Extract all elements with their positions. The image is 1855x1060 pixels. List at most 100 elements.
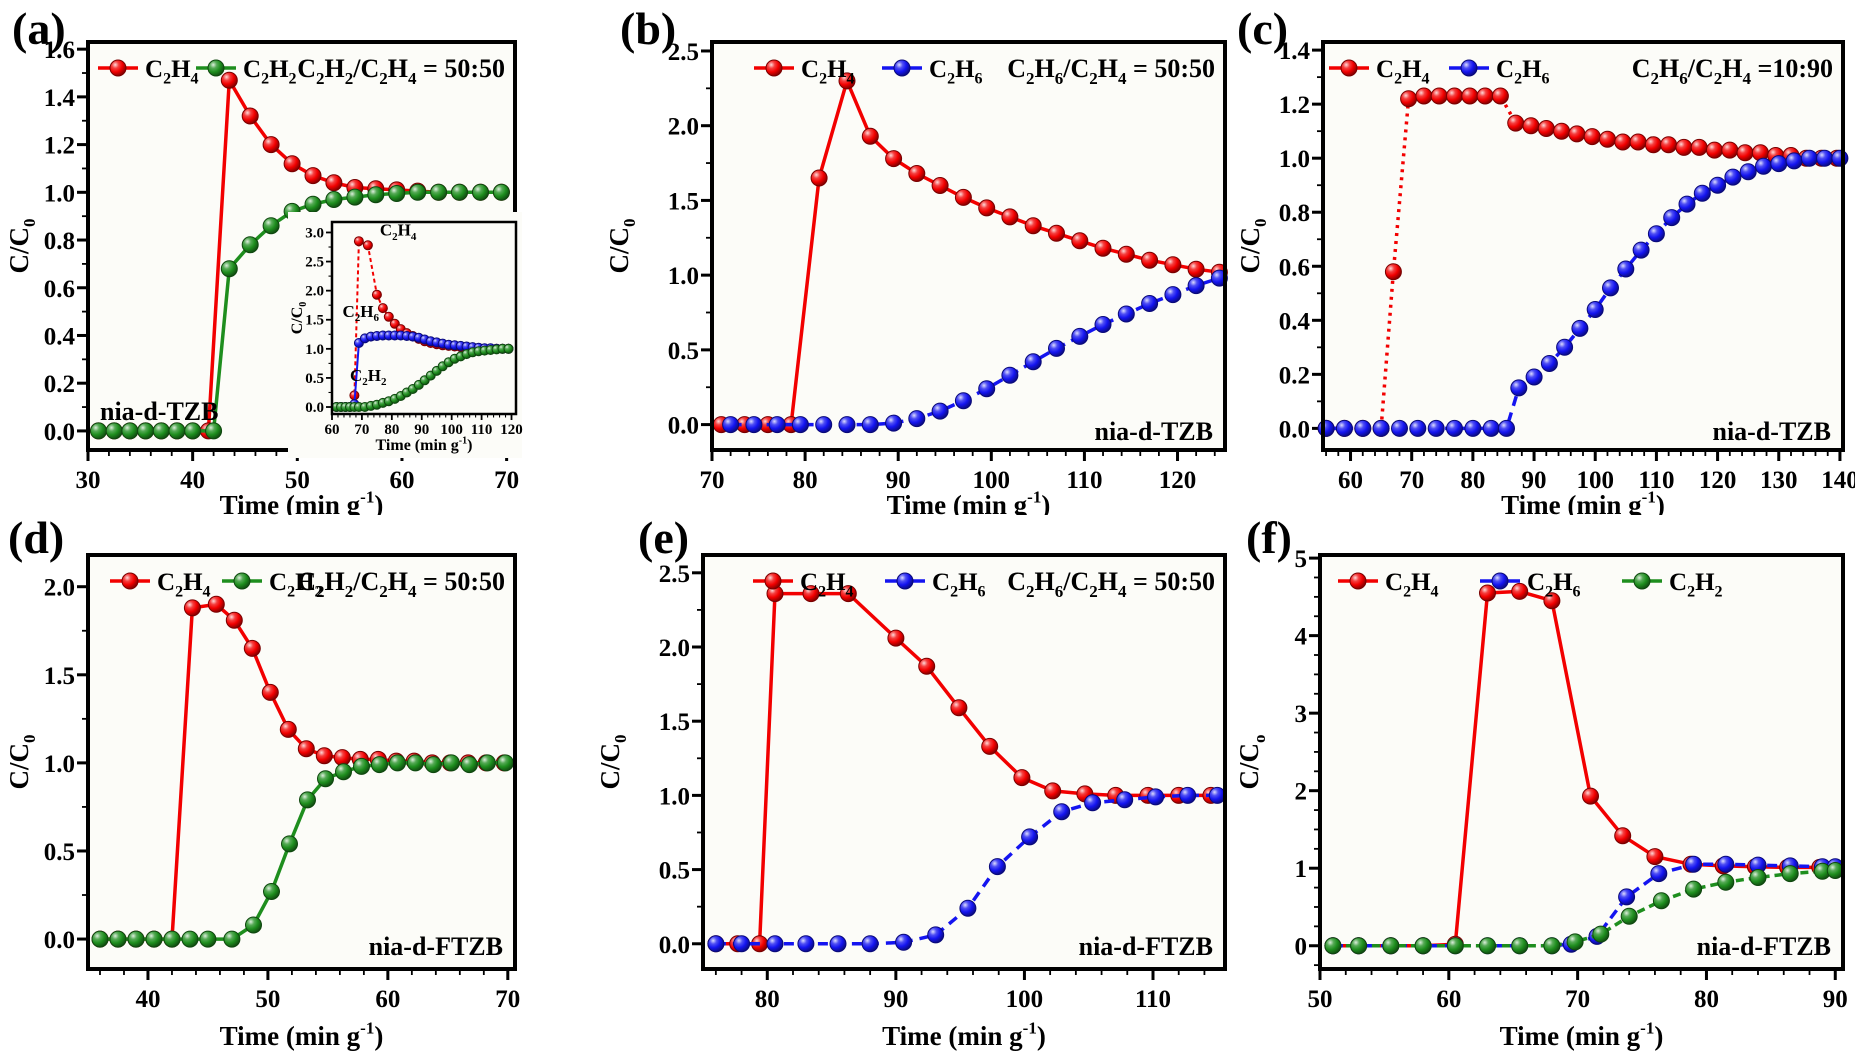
svg-text:90: 90 (883, 986, 908, 1013)
panel-f: (f) 50 60 70 80 90 0 1 2 3 4 5 Time (min g-1) C/Co C2… (1232, 503, 1855, 1060)
panel-e: (e) 80 90 100 110 0.0 0.5 1.0 1.5 2.0 2.5 Time (mi… (525, 503, 1232, 1060)
panel-a: (a) 30 40 50 60 70 0.0 0.2 0.4 0.6 0.8 1.0 1.2 1.4 1.… (0, 0, 525, 515)
svg-text:C/C0: C/C0 (1235, 219, 1270, 274)
chart-f: 50 60 70 80 90 0 1 2 3 4 5 Time (min g-1) C/Co C2H4 C2… (1234, 546, 1848, 1051)
svg-text:nia-d-FTZB: nia-d-FTZB (369, 932, 503, 961)
svg-text:0.0: 0.0 (668, 413, 699, 440)
svg-text:1.0: 1.0 (1279, 146, 1310, 173)
svg-text:40: 40 (135, 986, 160, 1013)
svg-text:5: 5 (1295, 546, 1308, 573)
svg-text:1: 1 (1295, 856, 1308, 883)
svg-text:70: 70 (354, 422, 369, 438)
svg-text:0.0: 0.0 (44, 927, 75, 954)
svg-text:C/C0: C/C0 (595, 735, 630, 790)
svg-text:C/C0: C/C0 (604, 219, 639, 274)
svg-text:2.5: 2.5 (668, 39, 699, 66)
svg-text:1.0: 1.0 (659, 783, 690, 810)
svg-text:C/Co: C/Co (1234, 735, 1269, 790)
panel-letter-a: (a) (12, 3, 66, 54)
svg-text:C/C0: C/C0 (4, 735, 39, 790)
svg-text:3: 3 (1295, 701, 1308, 728)
svg-text:1.6: 1.6 (44, 37, 75, 64)
chart-b: 70 80 90 100 110 120 0.0 0.5 1.0 1.5 2.0 2.5 Time (m… (604, 39, 1228, 515)
svg-text:2: 2 (1295, 779, 1308, 806)
svg-text:0.5: 0.5 (659, 858, 690, 885)
svg-text:Time (min g-1): Time (min g-1) (887, 488, 1051, 515)
svg-text:Time (min g-1): Time (min g-1) (220, 488, 384, 515)
svg-text:C2H4: C2H4 (800, 569, 854, 601)
svg-text:60: 60 (1338, 467, 1363, 494)
svg-text:C2H6: C2H6 (1496, 56, 1550, 88)
svg-text:nia-d-FTZB: nia-d-FTZB (1079, 932, 1213, 961)
svg-text:1.0: 1.0 (44, 751, 75, 778)
svg-text:C2H6/C2H4 = 50:50: C2H6/C2H4 = 50:50 (1007, 567, 1215, 601)
panel-b: (b) 70 80 90 100 110 120 0.0 0.5 1.0 1.5 2.0 2.5 Tim… (525, 0, 1232, 515)
svg-text:3.0: 3.0 (305, 225, 324, 241)
svg-text:110: 110 (1638, 467, 1674, 494)
svg-text:1.0: 1.0 (668, 263, 699, 290)
svg-text:120: 120 (1699, 467, 1737, 494)
svg-text:C2H4: C2H4 (380, 220, 417, 242)
chart-c: 60 70 80 90 100 110 120 130 140 0.0 0.2 0.4 0.6 0.8 1.… (1235, 38, 1855, 515)
svg-text:4: 4 (1295, 624, 1308, 651)
panel-letter-c: (c) (1237, 3, 1289, 54)
svg-text:C2H6: C2H6 (929, 56, 983, 88)
svg-text:80: 80 (793, 467, 818, 494)
svg-text:1.4: 1.4 (1279, 38, 1311, 65)
chart-d: 40 50 60 70 0.0 0.5 1.0 1.5 2.0 Time (min g-1) C/C… (4, 553, 520, 1051)
svg-text:0.5: 0.5 (44, 839, 75, 866)
svg-text:C2H6: C2H6 (932, 569, 986, 601)
svg-text:C2H6: C2H6 (1527, 569, 1581, 601)
svg-text:C/C0: C/C0 (289, 302, 309, 335)
svg-text:140: 140 (1821, 467, 1855, 494)
svg-text:90: 90 (1522, 467, 1547, 494)
svg-text:1.0: 1.0 (44, 180, 75, 207)
svg-text:nia-d-FTZB: nia-d-FTZB (1697, 932, 1831, 961)
svg-text:C2H2: C2H2 (269, 569, 323, 601)
svg-text:Time (min g-1): Time (min g-1) (220, 1019, 384, 1051)
svg-text:110: 110 (471, 422, 493, 438)
svg-text:100: 100 (973, 467, 1011, 494)
svg-text:C2H6/C2H4 = 50:50: C2H6/C2H4 = 50:50 (1007, 54, 1215, 88)
svg-text:C2H4: C2H4 (1385, 569, 1439, 601)
svg-text:90: 90 (414, 422, 429, 438)
svg-text:Time (min g-1): Time (min g-1) (376, 435, 473, 454)
svg-text:60: 60 (389, 467, 414, 494)
svg-text:110: 110 (1135, 986, 1171, 1013)
svg-text:0: 0 (1295, 934, 1308, 961)
svg-text:1.5: 1.5 (305, 313, 324, 329)
svg-text:80: 80 (1460, 467, 1485, 494)
chart-a: 30 40 50 60 70 0.0 0.2 0.4 0.6 0.8 1.0 1.2 1.4 1.6 Tim… (4, 37, 523, 515)
chart-e: 80 90 100 110 0.0 0.5 1.0 1.5 2.0 2.5 Time (min g-… (595, 553, 1227, 1051)
inset-chart: 60 70 80 90 100 110 120 0.0 0.5 1.0 1.5 2.0 2.5 3.0 Ti… (288, 212, 523, 458)
svg-text:70: 70 (495, 986, 520, 1013)
panel-letter-d: (d) (8, 512, 65, 563)
svg-text:70: 70 (494, 467, 519, 494)
svg-text:1.0: 1.0 (305, 342, 324, 358)
svg-text:C2H4: C2H4 (1376, 56, 1430, 88)
panel-letter-b: (b) (620, 3, 677, 54)
svg-text:2.5: 2.5 (659, 561, 690, 588)
svg-text:nia-d-TZB: nia-d-TZB (1095, 417, 1214, 446)
svg-text:1.5: 1.5 (44, 663, 75, 690)
panel-d: (d) 40 50 60 70 0.0 0.5 1.0 1.5 2.0 Time (min g-1… (0, 503, 525, 1060)
svg-text:C/C0: C/C0 (4, 219, 39, 274)
svg-text:70: 70 (700, 467, 725, 494)
svg-text:C2H2: C2H2 (1669, 569, 1723, 601)
panel-letter-e: (e) (638, 512, 690, 563)
svg-text:2.0: 2.0 (44, 575, 75, 602)
svg-text:C2H2: C2H2 (350, 366, 387, 388)
svg-text:120: 120 (500, 422, 523, 438)
svg-text:0.8: 0.8 (44, 228, 75, 255)
svg-text:100: 100 (440, 422, 463, 438)
panel-letter-f: (f) (1246, 512, 1292, 563)
svg-text:0.5: 0.5 (305, 371, 324, 387)
svg-text:Time (min g-1): Time (min g-1) (1500, 1019, 1664, 1051)
svg-text:120: 120 (1159, 467, 1197, 494)
svg-text:0.5: 0.5 (668, 338, 699, 365)
svg-text:C2H2/C2H4 = 50:50: C2H2/C2H4 = 50:50 (297, 567, 505, 601)
svg-text:80: 80 (1694, 986, 1719, 1013)
svg-text:Time (min g-1): Time (min g-1) (1501, 488, 1665, 515)
svg-text:0.0: 0.0 (1279, 416, 1310, 443)
